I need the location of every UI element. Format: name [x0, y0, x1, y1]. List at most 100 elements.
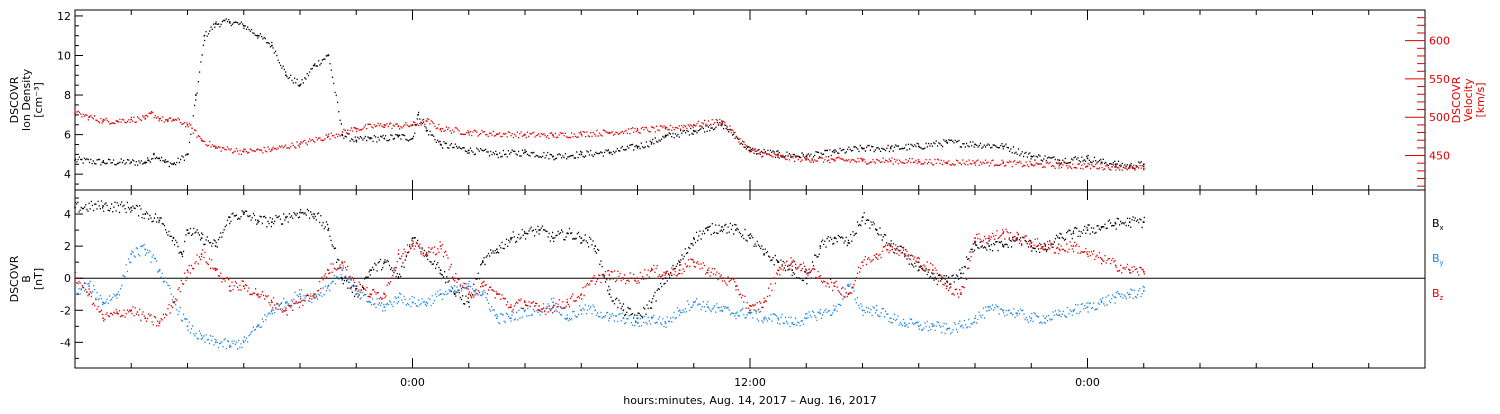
velocity-series-point [524, 134, 526, 136]
by-series-point [552, 301, 554, 304]
bx-series-point [439, 269, 442, 271]
by-series-point [1030, 317, 1033, 320]
ion-density-series-point [271, 44, 273, 47]
bz-series-point [116, 312, 118, 315]
right-axis-title-line: DSCOVR [1450, 76, 1463, 123]
velocity-series-point [1143, 167, 1145, 170]
x-axis: 0:00 12:00 0:00 [130, 10, 1370, 389]
b-ytick-label: 0 [64, 272, 71, 285]
velocity-series-point [186, 124, 189, 126]
by-series-point [580, 309, 583, 312]
bz-series-point [439, 245, 442, 247]
bx-series-point [932, 277, 934, 279]
ion-density-series-point [552, 155, 554, 158]
bx-series-point [1058, 237, 1061, 239]
bx-series-point [144, 213, 147, 215]
by-series-point [594, 309, 597, 312]
right-ytick-label: 550 [1429, 73, 1450, 86]
by-series-point [186, 325, 189, 328]
bx-series-point [299, 211, 301, 214]
by-series-point [1058, 314, 1061, 316]
bx-series-point [186, 229, 189, 231]
bz-series-point [932, 269, 934, 271]
ion-density-series-point [889, 147, 892, 150]
bz-series-point [707, 269, 709, 271]
right-ytick-label: 600 [1429, 35, 1450, 48]
left-ytick-label: 6 [64, 129, 71, 142]
bz-series-point [242, 285, 245, 287]
ion-density-series-point [608, 151, 611, 154]
by-series-point [1002, 309, 1004, 312]
velocity-series-point [1128, 167, 1131, 169]
bz-series-point [678, 269, 681, 271]
by-series-point [903, 322, 906, 324]
by-series-point [777, 317, 779, 320]
bx-series-point [200, 237, 203, 239]
ion-density-series-point [203, 34, 206, 37]
bz-series-point [299, 301, 301, 304]
bz-series-point [102, 317, 104, 320]
plasma-panel-frame [74, 9, 1426, 191]
velocity-series-point [74, 112, 76, 115]
right-axis-title-line: Velocity [1462, 78, 1475, 122]
bz-series-point [74, 277, 76, 279]
by-series-point [932, 325, 934, 328]
left-axis-title-line: Ion Density [20, 68, 33, 131]
bx-series-point [482, 261, 484, 263]
velocity-series-point [150, 112, 152, 115]
ion-density-series-point [130, 161, 132, 164]
bz-series-point [847, 293, 850, 295]
bx-series-point [875, 229, 878, 231]
bx-series-point [102, 205, 104, 207]
ion-density-series-point [313, 64, 315, 67]
by-series-point [299, 293, 301, 295]
ion-density-series-point [946, 141, 948, 144]
velocity-series-point [411, 124, 414, 126]
ion-density-series-point [144, 161, 147, 164]
bz-series-point [1030, 242, 1033, 244]
by-series-point [664, 322, 667, 324]
by-series-point [1044, 317, 1047, 320]
left-ytick-label: 12 [57, 10, 71, 23]
velocity-series-point [889, 160, 892, 162]
by-series [74, 243, 1145, 350]
bz-series-point [214, 269, 217, 271]
bz-series-point [172, 301, 175, 304]
bz-series-point [594, 277, 597, 279]
bx-series-point [1143, 221, 1145, 223]
ion-density-series-point [861, 147, 864, 150]
by-series-point [791, 322, 793, 324]
ion-density-series-point [439, 143, 442, 146]
bz-series-point [538, 309, 540, 312]
ion-density-series-point [721, 123, 723, 126]
velocity-series-point [299, 143, 301, 145]
velocity-series-point [467, 131, 470, 134]
ion-density-series-point [1030, 155, 1033, 158]
velocity-series-point [805, 158, 808, 161]
ion-density-series-point [341, 133, 343, 136]
by-series-point [467, 285, 470, 287]
by-series-point [636, 322, 639, 324]
bz-series-point [355, 285, 357, 287]
bx-series-point [538, 229, 540, 231]
bx-series-point [411, 237, 414, 239]
velocity-series-point [102, 120, 104, 122]
velocity-series-point [777, 156, 779, 158]
right-ytick-label: 500 [1429, 111, 1450, 124]
bx-series-point [763, 253, 765, 255]
bz-series-point [735, 285, 737, 287]
by-series-point [439, 293, 442, 295]
ion-density-series-point [147, 159, 149, 162]
bz-series-point [749, 309, 751, 312]
by-series-point [74, 293, 76, 295]
by-series-point [946, 328, 948, 331]
right-axis-title: DSCOVRVelocity[km/s] [1450, 76, 1487, 123]
by-series-point [411, 301, 414, 304]
ion-density-series-point [414, 123, 417, 126]
bz-series-point [1058, 248, 1061, 251]
velocity-series-point [167, 120, 169, 122]
by-series-point [144, 248, 147, 251]
by-series-point [200, 338, 203, 340]
bz-series-point [144, 317, 147, 320]
bx-series-point [1072, 232, 1075, 235]
